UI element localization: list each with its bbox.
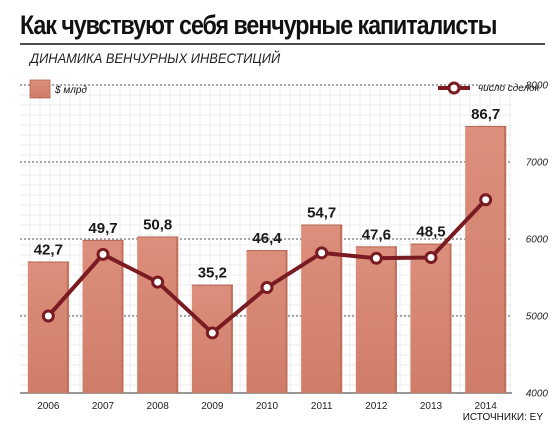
right-axis-tick-label: 8000 (526, 81, 549, 92)
x-tick-label: 2008 (147, 401, 170, 412)
bar (137, 236, 179, 393)
x-tick-label: 2006 (37, 401, 60, 412)
chart-subtitle: ДИНАМИКА ВЕНЧУРНЫХ ИНВЕСТИЦИЙ (30, 50, 281, 66)
bar-value-label: 48,5 (416, 224, 445, 241)
right-axis-tick-label: 4000 (526, 389, 549, 400)
legend-bar-label: $ млрд (54, 85, 87, 96)
x-tick-label: 2011 (311, 401, 333, 412)
bar-value-label: 47,6 (362, 226, 391, 243)
source-note: ИСТОЧНИКИ: EY (463, 412, 544, 423)
x-tick-label: 2012 (365, 401, 388, 412)
bar-value-label: 46,4 (252, 230, 282, 247)
bar (465, 125, 507, 394)
x-tick-label: 2007 (92, 401, 115, 412)
bar-shade (66, 261, 69, 393)
bar (82, 239, 124, 393)
deals-point (424, 250, 438, 264)
bar-shade (176, 236, 179, 393)
deals-point (96, 247, 110, 261)
bar-value-label: 49,7 (88, 220, 117, 237)
legend-line-marker (447, 81, 461, 95)
bar-shade (285, 250, 288, 393)
bar (355, 246, 397, 393)
bar (27, 261, 69, 393)
deals-point (151, 275, 165, 289)
x-tick-label: 2013 (420, 401, 443, 412)
deals-line (41, 193, 493, 340)
right-axis-tick-label: 7000 (526, 158, 549, 169)
chart-title: Как чувствуют себя венчурные капиталисты (20, 10, 497, 40)
bar-shade (394, 246, 397, 393)
bar-shade (340, 224, 343, 393)
bar-value-label: 42,7 (34, 241, 63, 258)
deals-point (315, 246, 329, 260)
bar-value-label: 86,7 (471, 106, 500, 123)
bar-shade (121, 239, 124, 393)
legend-line-label: число сделок (478, 83, 541, 94)
legend-bar-swatch (29, 79, 51, 99)
bars (27, 125, 507, 394)
bar (410, 243, 452, 393)
bar-shade (449, 243, 452, 393)
x-tick-label: 2010 (256, 401, 279, 412)
deals-point (369, 251, 383, 265)
bar-shade (504, 125, 507, 394)
x-tick-label: 2014 (475, 401, 498, 412)
bar-value-label: 35,2 (198, 265, 227, 282)
bar (246, 250, 288, 393)
right-axis-tick-label: 6000 (526, 235, 549, 246)
bar-value-label: 50,8 (143, 217, 172, 234)
labels: 42,7 2006 49,7 2007 50,8 2008 35,2 2009 46,4 2010… (34, 106, 501, 412)
deals-point (41, 309, 55, 323)
deals-point (479, 193, 493, 207)
bar-value-label: 54,7 (307, 205, 336, 222)
bar-shade (230, 284, 233, 393)
deals-point (260, 281, 274, 295)
legend: $ млрд число сделок (29, 79, 541, 99)
right-axis-tick-label: 5000 (526, 312, 549, 323)
deals-point (205, 326, 219, 340)
x-tick-label: 2009 (201, 401, 224, 412)
